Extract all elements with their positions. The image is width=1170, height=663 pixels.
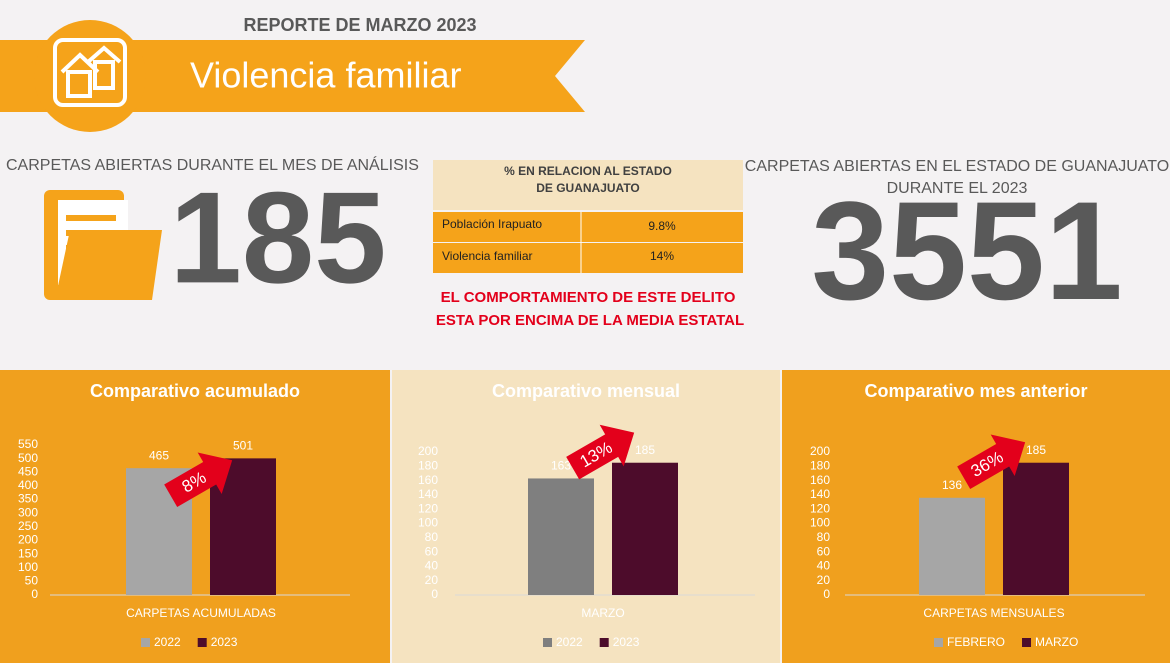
data-label: 185 <box>635 443 655 457</box>
y-tick-label: 200 <box>810 444 830 458</box>
stat-label: CARPETAS ABIERTAS DURANTE EL MES DE ANÁL… <box>6 155 419 174</box>
chart-title: Comparativo acumulado <box>90 381 300 401</box>
legend-label: 2023 <box>613 635 640 649</box>
stat-label: DURANTE EL 2023 <box>887 180 1028 197</box>
y-tick-label: 100 <box>810 516 830 530</box>
y-tick-label: 200 <box>418 444 438 458</box>
y-tick-label: 40 <box>817 559 831 573</box>
chart-title: Comparativo mensual <box>492 381 680 401</box>
table-cell: 9.8% <box>648 219 676 233</box>
y-tick-label: 20 <box>817 573 831 587</box>
table-row <box>433 243 743 273</box>
y-tick-label: 160 <box>810 473 830 487</box>
banner <box>0 40 585 112</box>
y-tick-label: 120 <box>418 501 438 515</box>
y-tick-label: 80 <box>425 530 439 544</box>
stat-label: CARPETAS ABIERTAS EN EL ESTADO DE GUANAJ… <box>745 158 1169 175</box>
stat-value: 185 <box>170 164 387 310</box>
y-tick-label: 140 <box>810 487 830 501</box>
x-tick-label: MARZO <box>581 606 624 620</box>
y-tick-label: 160 <box>418 473 438 487</box>
table-cell: 14% <box>650 249 674 263</box>
legend-swatch <box>543 638 552 647</box>
bar <box>919 497 985 595</box>
legend-swatch <box>599 638 609 647</box>
legend-swatch <box>1022 638 1032 647</box>
legend-swatch <box>197 638 207 647</box>
legend-label: 2022 <box>154 635 181 649</box>
data-label: 465 <box>149 448 169 462</box>
legend-swatch <box>934 638 943 647</box>
note: ESTA POR ENCIMA DE LA MEDIA ESTATAL <box>436 312 744 329</box>
y-tick-label: 550 <box>18 437 38 451</box>
y-tick-label: 60 <box>425 544 439 558</box>
table-cell: Población Irapuato <box>442 217 542 231</box>
legend-label: FEBRERO <box>947 635 1005 649</box>
y-tick-label: 140 <box>418 487 438 501</box>
legend-label: 2023 <box>211 635 238 649</box>
stat-value: 3551 <box>811 172 1122 329</box>
y-tick-label: 300 <box>18 505 38 519</box>
table-row <box>433 212 743 242</box>
note: EL COMPORTAMIENTO DE ESTE DELITO <box>441 289 736 306</box>
data-label: 185 <box>1026 443 1046 457</box>
y-tick-label: 180 <box>418 458 438 472</box>
y-tick-label: 120 <box>810 501 830 515</box>
bar <box>528 478 594 595</box>
data-label: 501 <box>233 439 253 453</box>
y-tick-label: 400 <box>18 478 38 492</box>
y-tick-label: 40 <box>425 559 439 573</box>
y-tick-label: 0 <box>431 587 438 601</box>
y-tick-label: 100 <box>18 560 38 574</box>
chart-title: Comparativo mes anterior <box>864 381 1087 401</box>
y-tick-label: 150 <box>18 546 38 560</box>
banner-title: Violencia familiar <box>190 55 461 96</box>
table-header <box>433 160 743 210</box>
table-header-text: DE GUANAJUATO <box>536 181 640 195</box>
legend-swatch <box>141 638 150 647</box>
y-tick-label: 60 <box>817 544 831 558</box>
y-tick-label: 0 <box>823 587 830 601</box>
bar <box>1003 462 1069 595</box>
arrow-shape <box>566 424 635 480</box>
y-tick-label: 450 <box>18 464 38 478</box>
y-tick-label: 100 <box>418 516 438 530</box>
data-label: 136 <box>942 478 962 492</box>
folder-icon <box>44 190 162 300</box>
legend-label: 2022 <box>556 635 583 649</box>
x-tick-label: CARPETAS MENSUALES <box>923 606 1064 620</box>
y-tick-label: 250 <box>18 519 38 533</box>
y-tick-label: 500 <box>18 451 38 465</box>
legend-label: MARZO <box>1035 635 1078 649</box>
table-cell: Violencia familiar <box>442 249 533 263</box>
y-tick-label: 180 <box>810 458 830 472</box>
table-header-text: % EN RELACION AL ESTADO <box>504 164 672 178</box>
x-tick-label: CARPETAS ACUMULADAS <box>126 606 276 620</box>
y-tick-label: 0 <box>31 587 38 601</box>
arrow-shape <box>164 452 233 508</box>
y-tick-label: 350 <box>18 492 38 506</box>
y-tick-label: 80 <box>817 530 831 544</box>
arrow-shape <box>957 434 1026 490</box>
y-tick-label: 20 <box>425 573 439 587</box>
y-tick-label: 50 <box>25 574 39 588</box>
house-icon <box>53 38 127 107</box>
report-title: REPORTE DE MARZO 2023 <box>243 15 476 35</box>
bar <box>612 462 678 595</box>
y-tick-label: 200 <box>18 533 38 547</box>
panel <box>0 370 390 663</box>
data-label: 163 <box>551 459 571 473</box>
